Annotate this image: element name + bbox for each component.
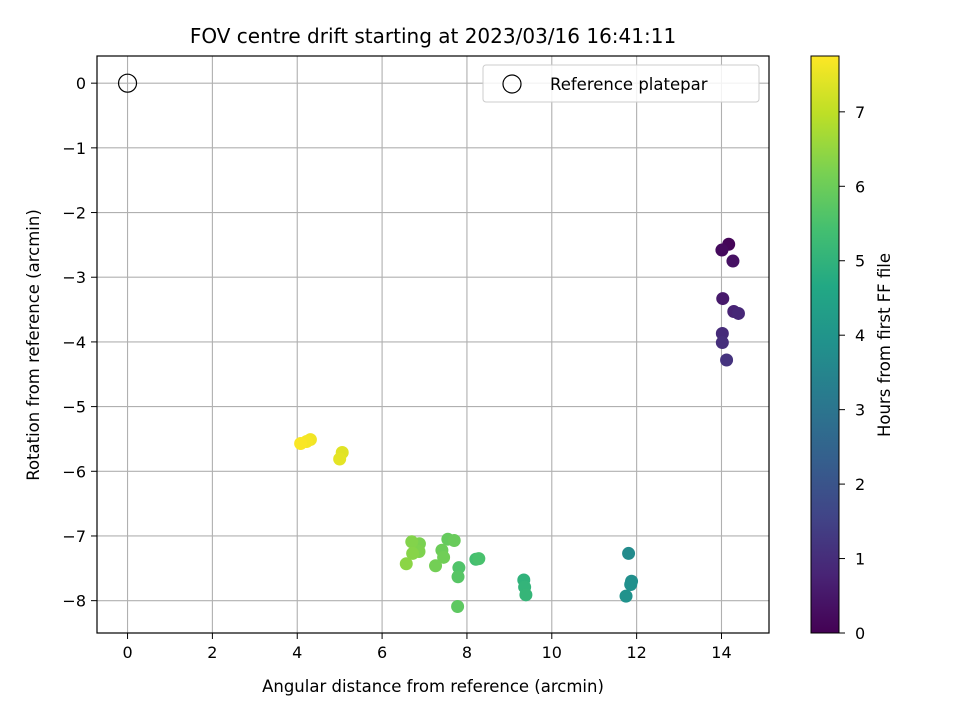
- plot-frame: [96, 55, 770, 634]
- data-point: [333, 452, 347, 466]
- data-point: [399, 557, 413, 571]
- data-point: [619, 589, 633, 603]
- x-tick-label: 4: [292, 643, 302, 662]
- data-point: [716, 292, 730, 306]
- data-point: [451, 570, 465, 584]
- x-tick-label: 10: [542, 643, 562, 662]
- legend-marker: [502, 74, 522, 94]
- y-tick-label: −8: [62, 592, 86, 611]
- data-point: [624, 577, 638, 591]
- colorbar-tick-label: 5: [855, 252, 865, 271]
- data-point: [731, 306, 745, 320]
- y-tick-label: −2: [62, 204, 86, 223]
- data-point: [715, 243, 729, 257]
- colorbar: 0 1 2 3 4 5 6 7 Hours from first FF file: [810, 55, 894, 643]
- y-axis-ticks: 0 −1 −2 −3 −4 −5 −6 −7 −8: [62, 74, 97, 611]
- data-point: [726, 254, 740, 268]
- colorbar-tick-label: 3: [855, 401, 865, 420]
- colorbar-label: Hours from first FF file: [875, 253, 894, 437]
- legend: Reference platepar: [482, 64, 760, 103]
- y-tick-label: −1: [62, 139, 86, 158]
- x-tick-label: 2: [207, 643, 217, 662]
- colorbar-tick-label: 1: [855, 550, 865, 569]
- data-points: [294, 237, 745, 613]
- x-tick-label: 12: [626, 643, 646, 662]
- data-point: [472, 552, 486, 566]
- data-point: [715, 336, 729, 350]
- data-point: [715, 327, 729, 341]
- y-tick-label: −5: [62, 398, 86, 417]
- data-point: [406, 546, 420, 560]
- colorbar-gradient: [810, 55, 840, 634]
- y-axis-label: Rotation from reference (arcmin): [24, 209, 43, 481]
- x-tick-label: 0: [122, 643, 132, 662]
- colorbar-tick-label: 6: [855, 177, 865, 196]
- colorbar-tick-label: 7: [855, 103, 865, 122]
- data-point: [405, 535, 419, 549]
- reference-marker: [117, 73, 138, 93]
- y-tick-label: −4: [62, 333, 86, 352]
- x-tick-label: 14: [711, 643, 731, 662]
- data-point: [519, 588, 533, 602]
- legend-entry: Reference platepar: [550, 75, 708, 94]
- data-point: [437, 550, 451, 564]
- x-tick-label: 8: [462, 643, 472, 662]
- chart-title: FOV centre drift starting at 2023/03/16 …: [190, 24, 676, 48]
- y-tick-label: −7: [62, 527, 86, 546]
- data-point: [294, 436, 308, 450]
- data-point: [622, 546, 636, 560]
- colorbar-tick-label: 0: [855, 624, 865, 643]
- colorbar-tick-label: 4: [855, 326, 865, 345]
- x-axis-label: Angular distance from reference (arcmin): [262, 677, 604, 696]
- legend-box: [482, 64, 760, 103]
- grid-lines: [97, 56, 769, 633]
- reference-point: [117, 73, 138, 93]
- data-point: [720, 353, 734, 367]
- y-tick-label: 0: [76, 74, 86, 93]
- y-tick-label: −3: [62, 268, 86, 287]
- y-tick-label: −6: [62, 462, 86, 481]
- colorbar-tick-label: 2: [855, 475, 865, 494]
- data-point: [451, 599, 465, 613]
- data-point: [429, 559, 443, 573]
- x-axis-ticks: 0 2 4 6 8 10 12 14: [122, 633, 732, 662]
- x-tick-label: 6: [377, 643, 387, 662]
- colorbar-ticks: 0 1 2 3 4 5 6 7: [839, 103, 865, 643]
- data-point: [447, 533, 461, 547]
